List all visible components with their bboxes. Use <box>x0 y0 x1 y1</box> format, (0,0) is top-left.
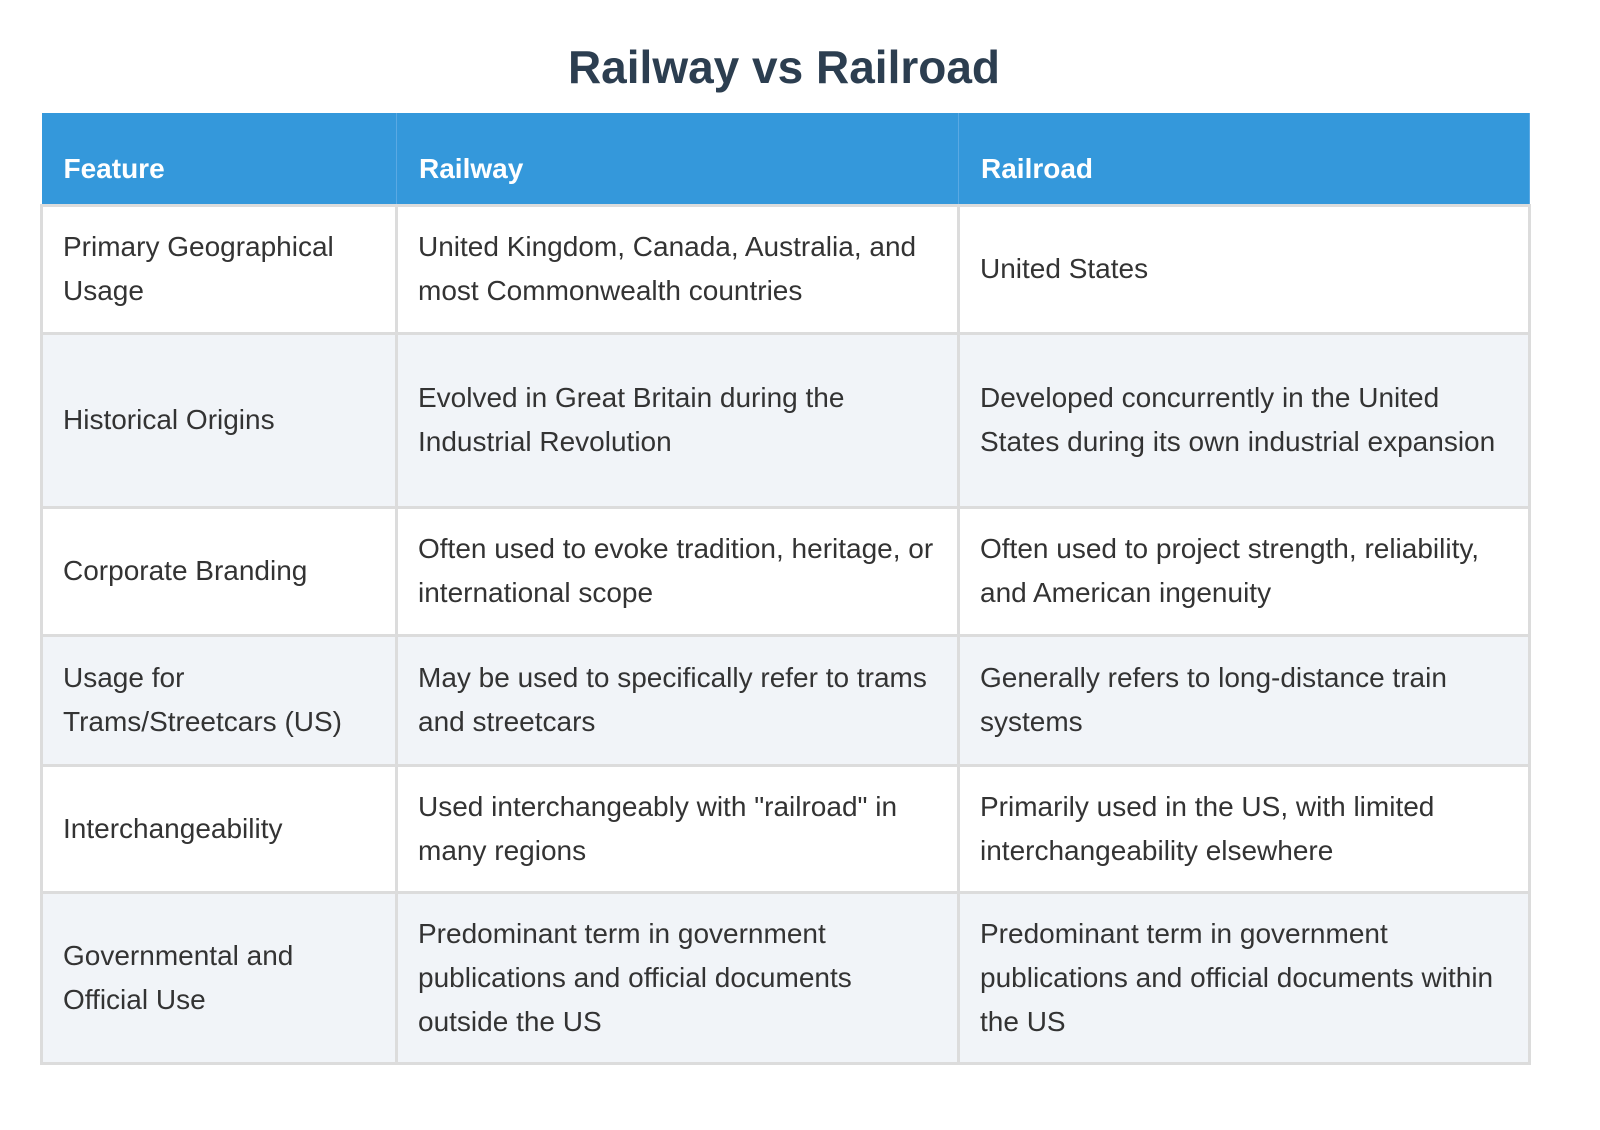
cell-railway: May be used to specifically refer to tra… <box>395 633 960 767</box>
table-row: Historical Origins Evolved in Great Brit… <box>40 331 1531 509</box>
cell-feature: Historical Origins <box>40 331 398 509</box>
cell-railroad: Primarily used in the US, with limited i… <box>957 763 1531 894</box>
cell-railway: Evolved in Great Britain during the Indu… <box>395 331 960 509</box>
table-row: Primary Geographical Usage United Kingdo… <box>40 203 1531 335</box>
table-row: Usage for Trams/Streetcars (US) May be u… <box>40 633 1531 767</box>
cell-feature: Interchangeability <box>40 763 398 894</box>
table-row: Corporate Branding Often used to evoke t… <box>40 505 1531 637</box>
cell-feature: Usage for Trams/Streetcars (US) <box>40 633 398 767</box>
cell-feature: Corporate Branding <box>40 505 398 637</box>
cell-railroad: Generally refers to long-distance train … <box>957 633 1531 767</box>
cell-railroad: Predominant term in government publicati… <box>957 890 1531 1065</box>
table-row: Governmental and Official Use Predominan… <box>40 890 1531 1065</box>
cell-railway: Often used to evoke tradition, heritage,… <box>395 505 960 637</box>
header-railroad: Railroad <box>958 113 1530 205</box>
header-feature: Feature <box>41 113 397 205</box>
header-railway: Railway <box>396 113 959 205</box>
cell-railroad: Developed concurrently in the United Sta… <box>957 331 1531 509</box>
table-row: Interchangeability Used interchangeably … <box>40 763 1531 894</box>
comparison-table: Feature Railway Railroad Primary Geograp… <box>40 113 1531 1065</box>
cell-railway: United Kingdom, Canada, Australia, and m… <box>395 203 960 335</box>
cell-railroad: Often used to project strength, reliabil… <box>957 505 1531 637</box>
header-row: Feature Railway Railroad <box>41 113 1530 205</box>
cell-feature: Primary Geographical Usage <box>40 203 398 335</box>
cell-feature: Governmental and Official Use <box>40 890 398 1065</box>
cell-railroad: United States <box>957 203 1531 335</box>
page-title: Railway vs Railroad <box>567 41 1001 93</box>
cell-railway: Predominant term in government publicati… <box>395 890 960 1065</box>
cell-railway: Used interchangeably with "railroad" in … <box>395 763 960 894</box>
